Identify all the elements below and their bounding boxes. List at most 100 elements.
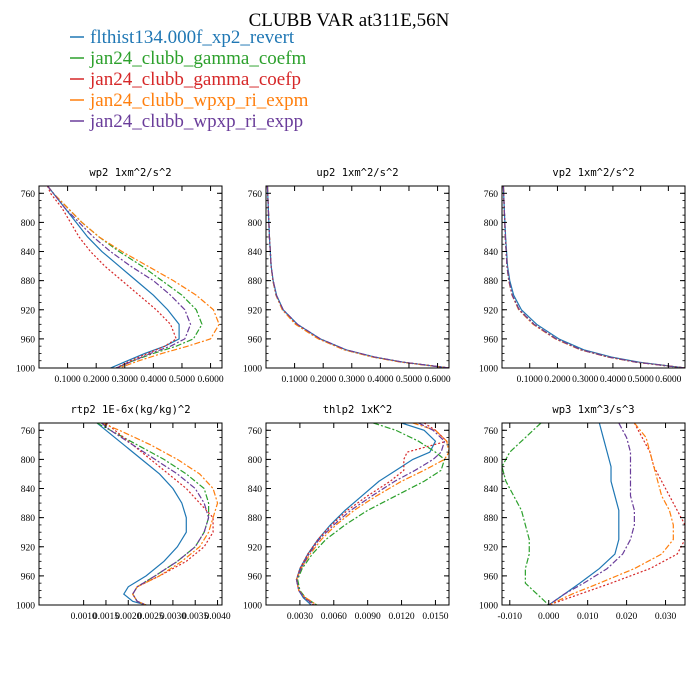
x-tick-label: 0.3000 (572, 375, 598, 385)
series-line-2 (548, 423, 685, 605)
x-tick-label: 0.3000 (112, 375, 138, 385)
x-tick-label: 0.0030 (160, 612, 186, 622)
x-tick-label: 0.0015 (93, 612, 119, 622)
plot-frame (501, 185, 686, 369)
legend-label: flthist134.000f_xp2_revert (90, 27, 295, 48)
y-tick-label: 800 (21, 456, 36, 466)
x-tick-label: 0.0035 (182, 612, 208, 622)
figure-title: CLUBB VAR at311E,56N (249, 10, 450, 31)
panel-4: thlp2 1xK^2 760 800 840 880 920 960 1000 0.0030 0… (243, 404, 450, 622)
series-group (502, 186, 685, 368)
series-line-2 (502, 186, 685, 368)
y-tick-label: 1000 (479, 365, 498, 375)
x-tick-label: 0.5000 (396, 375, 422, 385)
y-tick-label: 960 (484, 572, 499, 582)
panel-1: up2 1xm^2/s^2 760 800 840 880 920 960 1000 0.100… (243, 167, 451, 385)
y-tick-label: 760 (21, 190, 36, 200)
x-tick-label: 0.2000 (83, 375, 109, 385)
plot-frame (38, 185, 223, 369)
panel-title: thlp2 1xK^2 (323, 404, 393, 416)
series-line-3 (47, 186, 220, 368)
series-line-0 (266, 186, 449, 368)
x-tick-label: 0.1000 (282, 375, 308, 385)
legend-entry: jan24_clubb_gamma_coefm (70, 48, 307, 69)
series-line-0 (96, 423, 187, 605)
series-line-2 (266, 186, 449, 368)
x-tick-label: 0.4000 (367, 375, 393, 385)
x-tick-label: 0.1000 (55, 375, 81, 385)
series-line-4 (502, 186, 685, 368)
legend-label: jan24_clubb_wpxp_ri_expp (89, 111, 303, 132)
y-tick-label: 1000 (243, 365, 262, 375)
y-tick-label: 880 (484, 514, 499, 524)
panel-3: rtp2 1E-6x(kg/kg)^2 760 800 840 880 920 960 100… (16, 404, 231, 622)
panel-title: wp2 1xm^2/s^2 (89, 167, 171, 179)
legend-entry: flthist134.000f_xp2_revert (70, 27, 295, 48)
panel-title: vp2 1xm^2/s^2 (552, 167, 634, 179)
series-line-4 (101, 423, 210, 605)
series-line-0 (548, 423, 620, 605)
series-line-2 (47, 186, 177, 368)
plot-frame (38, 422, 223, 606)
y-tick-label: 920 (484, 543, 499, 553)
y-tick-label: 920 (484, 306, 499, 316)
series-line-1 (502, 186, 685, 368)
series-line-3 (295, 423, 449, 605)
series-group (96, 423, 219, 605)
y-tick-label: 840 (21, 248, 36, 258)
x-tick-label: 0.0150 (422, 612, 448, 622)
x-tick-label: 0.000 (538, 612, 560, 622)
legend-entry: jan24_clubb_wpxp_ri_expp (70, 111, 303, 132)
series-line-1 (502, 423, 550, 605)
plot-frame (265, 185, 450, 369)
y-tick-label: 880 (21, 277, 36, 287)
x-tick-label: 0.3000 (339, 375, 365, 385)
y-tick-label: 800 (484, 456, 499, 466)
x-tick-label: 0.0090 (355, 612, 381, 622)
legend-label: jan24_clubb_wpxp_ri_expm (89, 90, 309, 111)
series-line-1 (47, 186, 203, 368)
series-line-4 (295, 423, 446, 605)
series-line-3 (101, 423, 219, 605)
y-tick-label: 880 (248, 277, 263, 287)
y-tick-label: 840 (484, 485, 499, 495)
x-tick-label: 0.6000 (198, 375, 224, 385)
y-tick-label: 960 (248, 335, 263, 345)
x-tick-label: 0.4000 (140, 375, 166, 385)
panel-0: wp2 1xm^2/s^2 760 800 840 880 920 960 1000 0.100… (16, 167, 224, 385)
panel-title: wp3 1xm^3/s^3 (552, 404, 634, 416)
y-tick-label: 840 (21, 485, 36, 495)
y-tick-label: 960 (484, 335, 499, 345)
series-line-0 (295, 423, 437, 605)
y-tick-label: 840 (248, 248, 263, 258)
y-tick-label: 960 (21, 335, 36, 345)
x-tick-label: 0.2000 (544, 375, 570, 385)
series-line-1 (266, 186, 449, 368)
y-tick-label: 960 (21, 572, 36, 582)
x-tick-label: 0.0025 (138, 612, 164, 622)
panel-title: rtp2 1E-6x(kg/kg)^2 (70, 404, 190, 416)
plot-frame (265, 422, 450, 606)
x-tick-label: 0.0010 (71, 612, 97, 622)
y-tick-label: 920 (248, 543, 263, 553)
x-tick-label: 0.1000 (517, 375, 543, 385)
series-line-0 (47, 186, 180, 368)
y-tick-label: 880 (484, 277, 499, 287)
y-tick-label: 800 (248, 219, 263, 229)
x-tick-label: 0.030 (655, 612, 677, 622)
series-line-4 (266, 186, 449, 368)
legend-entry: jan24_clubb_wpxp_ri_expm (70, 90, 309, 111)
legend-label: jan24_clubb_gamma_coefp (89, 69, 301, 90)
series-line-3 (502, 186, 685, 368)
series-group (47, 186, 220, 368)
x-tick-label: 0.2000 (310, 375, 336, 385)
series-line-3 (266, 186, 449, 368)
series-line-2 (295, 423, 448, 605)
series-line-4 (548, 423, 635, 605)
series-group (502, 423, 685, 605)
series-line-0 (502, 186, 685, 368)
x-tick-label: 0.020 (616, 612, 638, 622)
y-tick-label: 1000 (243, 602, 262, 612)
x-tick-label: 0.0060 (321, 612, 347, 622)
